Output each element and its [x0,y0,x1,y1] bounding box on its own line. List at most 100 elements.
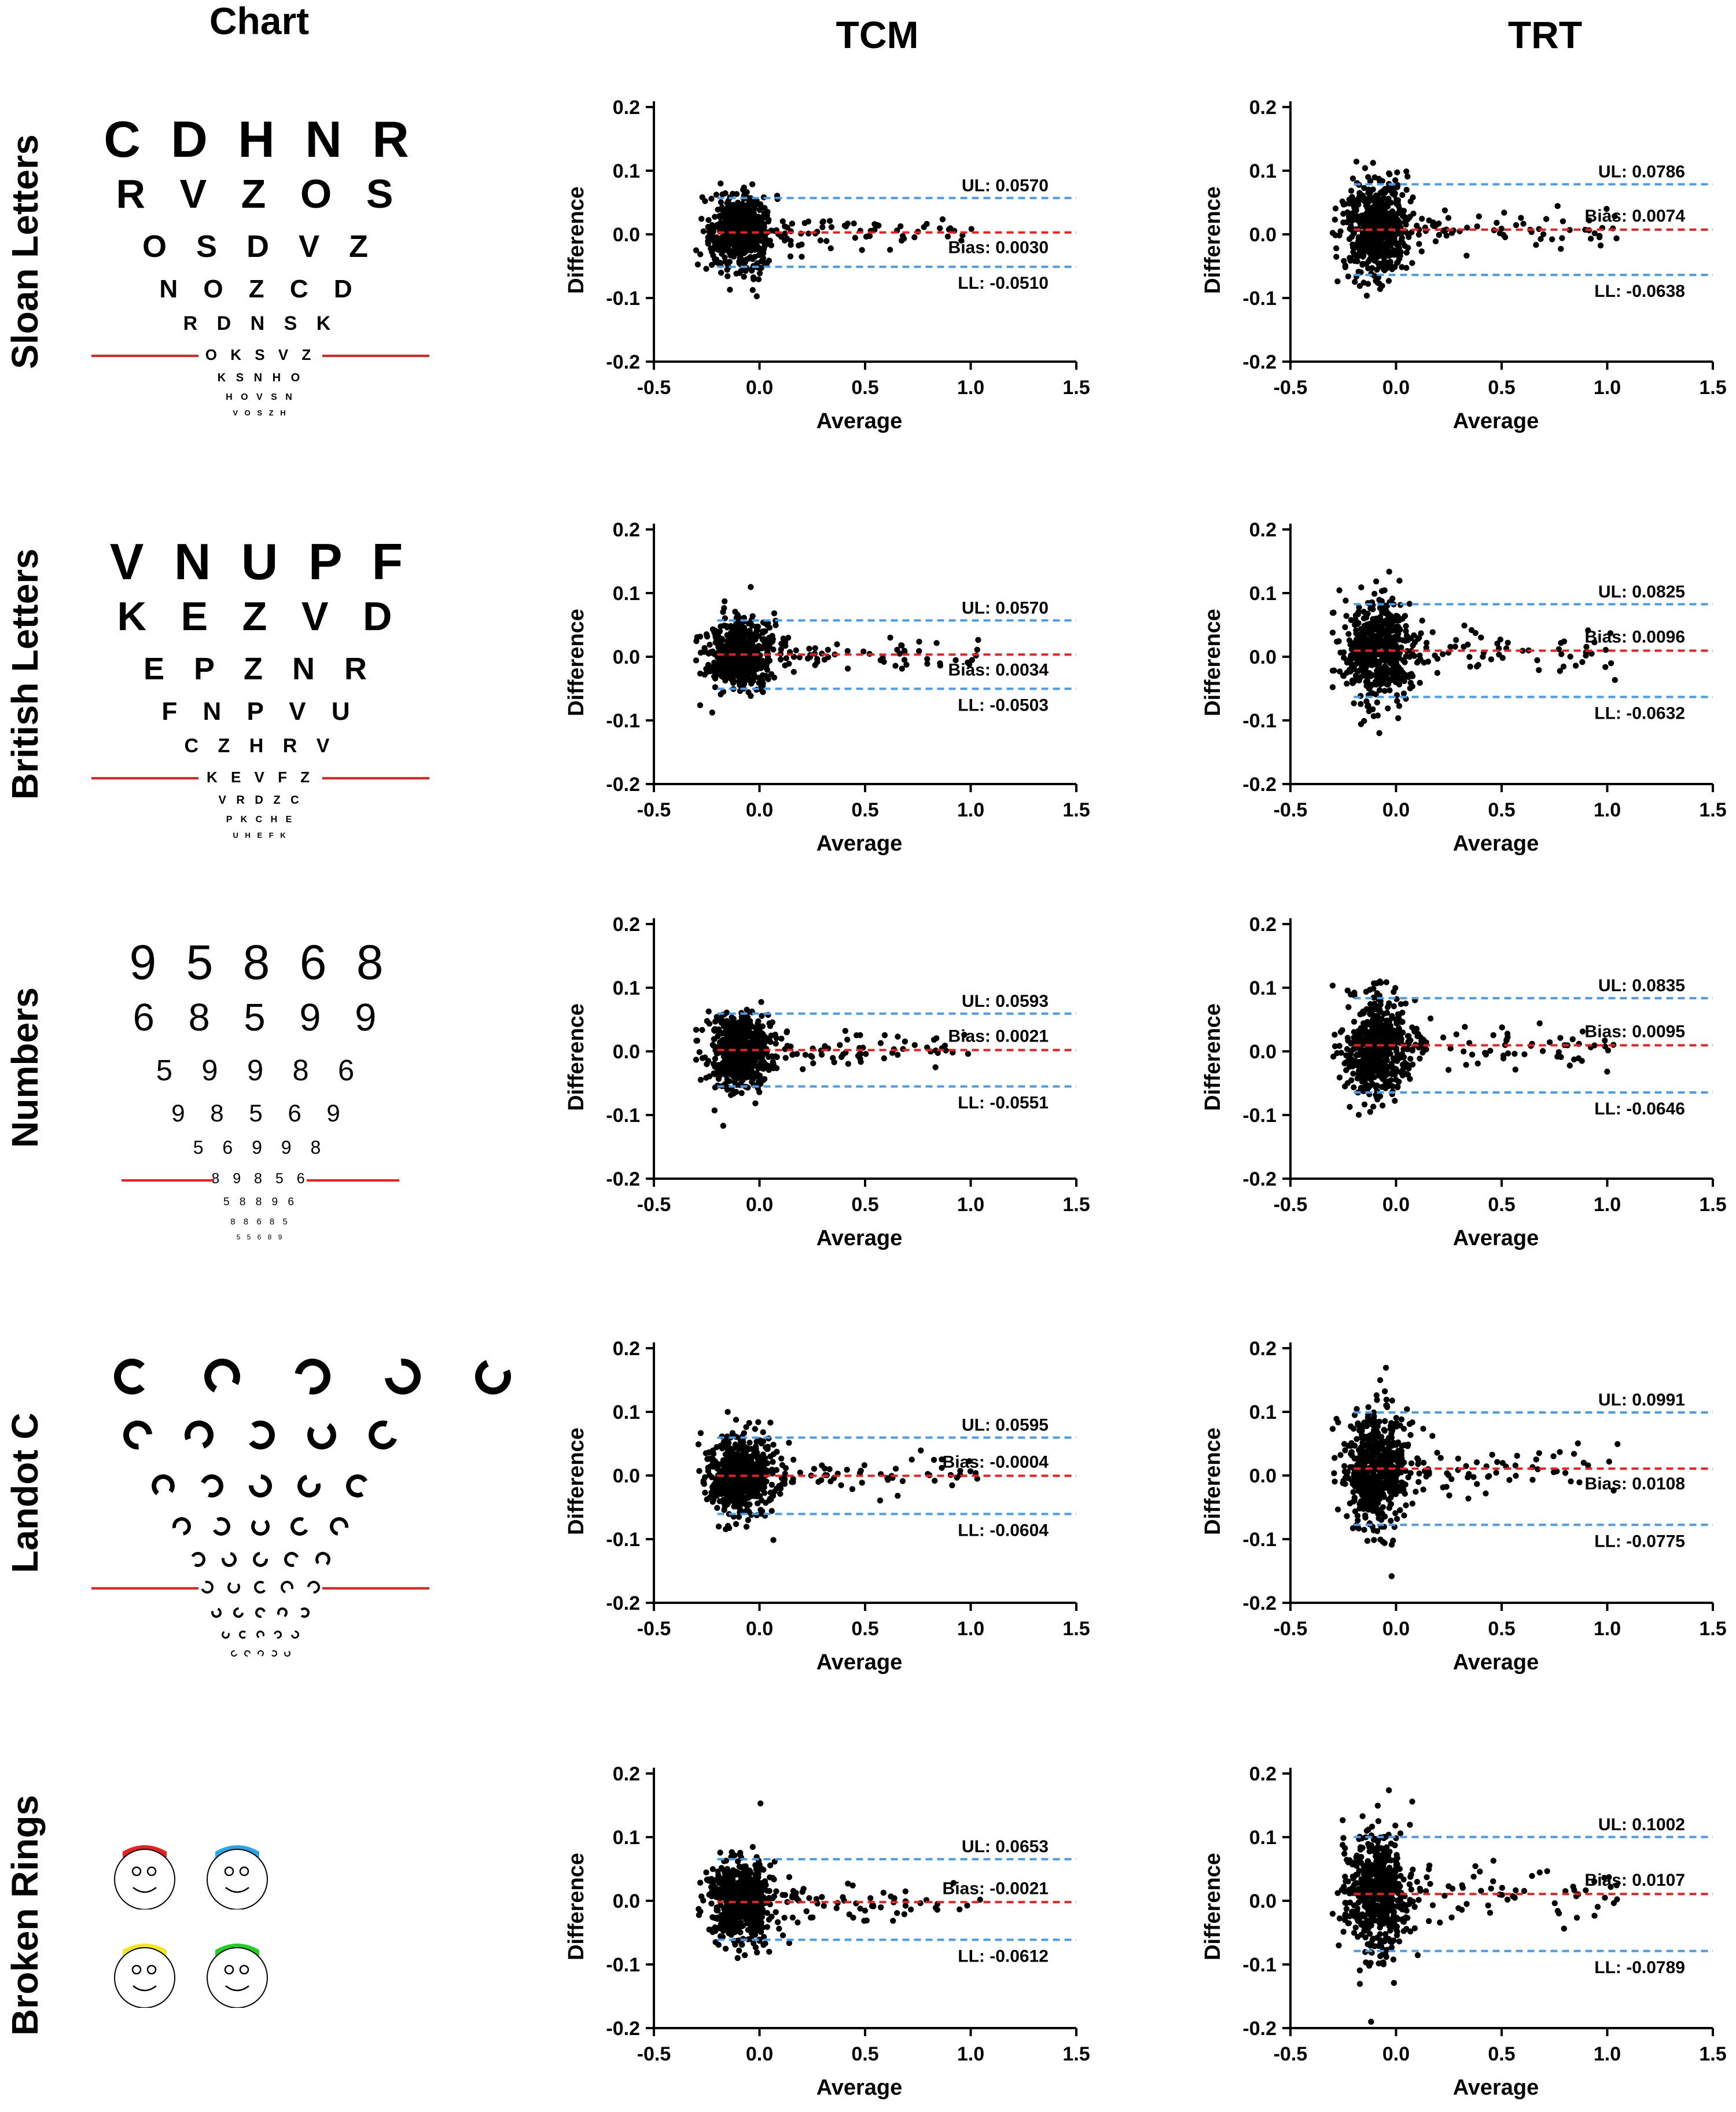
data-point [1356,283,1363,289]
data-point [777,656,784,663]
data-point [858,1467,864,1474]
x-tick-label: 0.5 [851,377,878,399]
data-point [1370,186,1376,193]
data-point [748,267,755,274]
eye-chart-line: K E Z V D [117,594,404,639]
data-point [933,1035,940,1042]
data-point [1394,169,1400,176]
x-tick-label: 0.5 [1488,1194,1515,1216]
data-point [738,1013,745,1020]
eye-chart-line: 5 5 6 8 9 [236,1233,285,1241]
data-point [1512,1066,1518,1073]
data-point [716,628,723,635]
data-point [899,642,905,649]
data-point [1357,220,1363,227]
x-tick-label: -0.5 [637,799,671,821]
y-tick-label: 0.1 [613,160,640,182]
data-point [818,1477,825,1484]
data-point [1612,677,1618,683]
data-point [759,1055,765,1062]
data-point [1377,243,1383,249]
data-point [760,630,766,636]
landolt-c-symbol [244,1469,277,1503]
data-point [1384,227,1390,234]
data-point [1419,215,1425,222]
data-point [1367,1029,1374,1036]
data-point [901,647,908,654]
data-point [1376,687,1383,693]
data-point [699,1026,705,1033]
data-point [1367,1109,1373,1115]
data-point [899,1478,906,1484]
data-point [727,1454,734,1460]
data-point [718,180,724,187]
data-point [782,1465,789,1471]
data-point [1607,630,1614,636]
data-point [1389,1070,1396,1076]
data-point [1384,219,1391,226]
eye-chart-line: 8 9 8 5 6 [211,1171,310,1187]
data-point [748,1486,754,1492]
data-point [727,1482,733,1489]
data-point [727,674,733,680]
data-point [727,286,733,293]
data-point [947,225,954,231]
data-point [1388,1039,1394,1045]
data-point [731,668,738,674]
data-point [1374,627,1381,634]
data-point [1388,620,1395,627]
landolt-c-symbol [209,1515,233,1538]
data-point [1608,660,1614,667]
landolt-c-symbol [469,1353,517,1400]
data-point [845,1061,851,1067]
y-tick-label: 0.1 [1249,160,1277,182]
data-point [1446,1066,1452,1073]
eye-chart-line: C Z H R V [184,735,337,757]
x-axis-label: Average [1453,409,1539,433]
data-point [1487,1047,1494,1054]
data-point [1347,226,1353,232]
data-point [935,1050,941,1056]
data-point [1367,605,1374,612]
data-point [753,1036,759,1042]
data-point [1404,1064,1411,1070]
data-point [1402,1000,1409,1007]
data-point [711,1482,717,1488]
data-point [1391,1057,1397,1063]
data-point [735,1514,742,1520]
data-point [705,217,712,223]
data-point [1558,651,1565,657]
eye-chart-line: H O V S N [226,392,295,402]
data-point [1351,1084,1357,1091]
data-point [1337,1029,1344,1035]
upper-limit-label: UL: 0.0593 [962,992,1049,1011]
data-point [1364,281,1371,287]
data-point [734,1496,741,1502]
data-point [716,1069,722,1076]
data-point [751,1054,757,1061]
data-point [1364,651,1371,657]
data-point [753,1467,760,1474]
landolt-c-symbol [283,1650,291,1657]
data-point [1421,660,1428,666]
data-point [1393,642,1399,649]
upper-limit-label: UL: 0.0835 [1598,976,1685,995]
y-tick-label: -0.1 [1242,1105,1277,1127]
lower-limit-label: LL: -0.0510 [958,274,1049,293]
data-point [790,1476,796,1482]
x-axis-label: Average [816,1650,903,1675]
data-point [749,287,756,293]
data-point [1358,1042,1364,1048]
data-point [702,1054,708,1061]
data-point [1381,687,1388,694]
data-point [1406,234,1412,240]
data-point [1359,244,1366,250]
data-point [894,646,900,653]
data-point [1403,628,1409,634]
landolt-c-symbol [288,1514,312,1539]
data-point [859,246,865,253]
data-point [1461,622,1467,629]
data-point [1403,1502,1409,1508]
data-point [1388,1062,1395,1069]
